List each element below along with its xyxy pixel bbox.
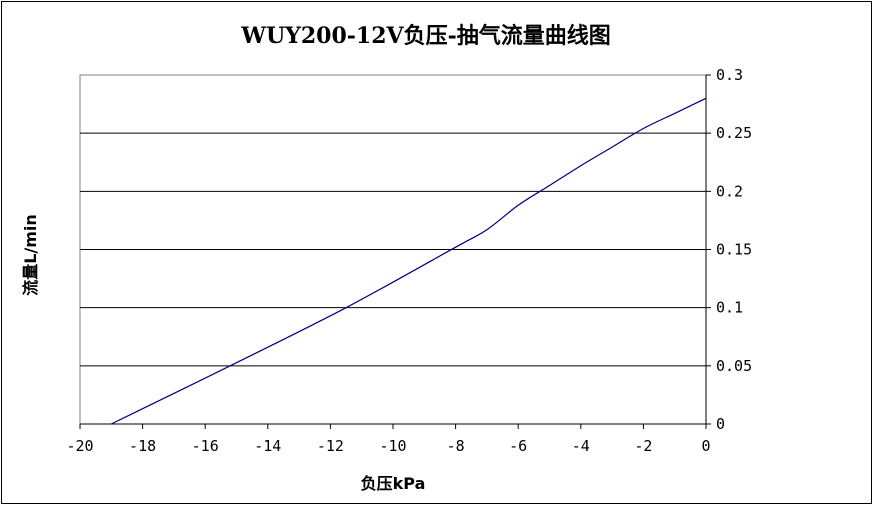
series-line — [111, 97, 707, 425]
y-axis-label: 流量L/min — [21, 214, 40, 296]
x-tick-label: -18 — [129, 437, 156, 455]
x-axis-ticks: -20 -18 -16 -14 -12 -10 -8 -6 -4 -2 0 — [66, 424, 711, 455]
y-tick-label: 0 — [716, 415, 725, 433]
x-tick-label: -10 — [379, 437, 406, 455]
gridlines — [80, 132, 706, 367]
y-tick-label: 0.05 — [716, 357, 752, 375]
y-tick-label: 0.3 — [716, 66, 743, 84]
x-tick-label: -4 — [572, 437, 590, 455]
y-tick-label: 0.1 — [716, 299, 743, 317]
x-tick-label: -20 — [66, 437, 93, 455]
x-tick-label: -6 — [509, 437, 527, 455]
x-tick-label: -8 — [447, 437, 465, 455]
x-axis-label: 负压kPa — [361, 474, 426, 493]
y-tick-label: 0.2 — [716, 182, 743, 200]
y-axis-ticks: 0 0.05 0.1 0.15 0.2 0.25 0.3 — [706, 66, 752, 433]
y-tick-label: 0.15 — [716, 241, 752, 259]
x-tick-label: 0 — [701, 437, 710, 455]
x-tick-label: -16 — [192, 437, 219, 455]
x-tick-label: -14 — [254, 437, 281, 455]
x-tick-label: -12 — [317, 437, 344, 455]
x-tick-label: -2 — [634, 437, 652, 455]
y-tick-label: 0.25 — [716, 124, 752, 142]
chart-title: WUY200-12V负压-抽气流量曲线图 — [240, 23, 610, 49]
